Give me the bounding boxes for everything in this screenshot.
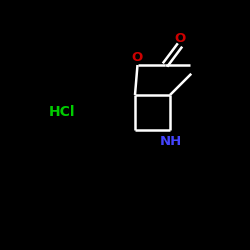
Text: NH: NH xyxy=(160,135,182,148)
Text: O: O xyxy=(174,32,186,44)
Text: HCl: HCl xyxy=(49,106,76,120)
Text: O: O xyxy=(132,52,143,64)
